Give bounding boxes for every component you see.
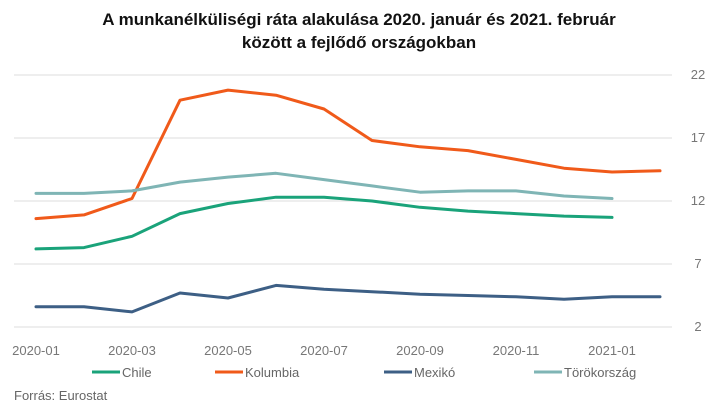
x-tick-label-2020-09: 2020-09 (396, 343, 444, 358)
legend: Chile Kolumbia Mexikó Törökország (92, 365, 636, 380)
legend-label-mexikó: Mexikó (414, 365, 455, 380)
legend-label-chile: Chile (122, 365, 152, 380)
y-tick-label-2: 2 (694, 319, 701, 334)
x-tick-label-2020-11: 2020-11 (493, 343, 540, 358)
chart-title: A munkanélküliségi ráta alakulása 2020. … (0, 8, 718, 54)
legend-label-kolumbia: Kolumbia (245, 365, 300, 380)
source-note: Forrás: Eurostat (14, 388, 108, 403)
y-tick-label-7: 7 (694, 256, 701, 271)
x-tick-label-2020-05: 2020-05 (204, 343, 252, 358)
series-line-chile (34, 195, 614, 251)
y-axis-ticks: 2 7 12 17 22 (691, 67, 705, 334)
chart-title-line1: A munkanélküliségi ráta alakulása 2020. … (102, 10, 616, 29)
series-line-kolumbia (34, 88, 662, 221)
x-tick-label-2020-03: 2020-03 (108, 343, 156, 358)
legend-label-törökország: Törökország (564, 365, 636, 380)
chart-title-line2: között a fejlődő országokban (241, 33, 477, 52)
series-line-törökország (34, 171, 614, 200)
x-axis-ticks: 2020-01 2020-03 2020-05 2020-07 2020-09 2020-… (12, 343, 636, 358)
y-tick-label-17: 17 (691, 130, 705, 145)
x-tick-label-2020-07: 2020-07 (300, 343, 348, 358)
y-tick-label-12: 12 (691, 193, 705, 208)
y-tick-label-22: 22 (691, 67, 705, 82)
x-tick-label-2020-01: 2020-01 (12, 343, 60, 358)
x-tick-label-2021-01: 2021-01 (588, 343, 636, 358)
series-lines (34, 88, 662, 314)
series-line-mexikó (34, 283, 662, 314)
